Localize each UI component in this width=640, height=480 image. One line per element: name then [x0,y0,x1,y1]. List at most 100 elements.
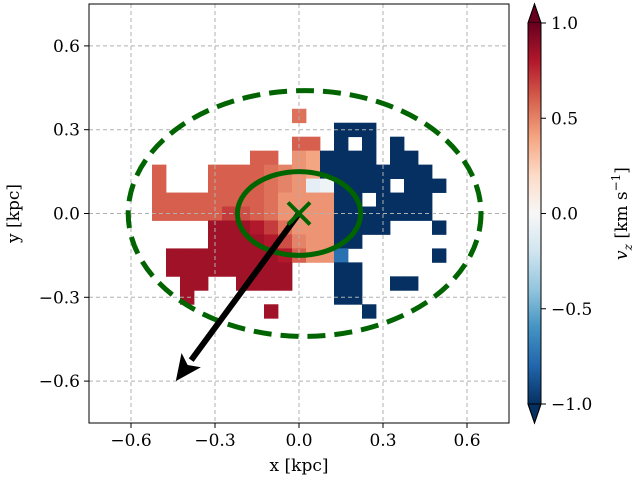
outer-ellipse [125,88,484,339]
heatmap-cell [362,150,377,166]
heatmap-cell [222,192,237,207]
heatmap-cell [208,248,223,263]
heatmap-cell [180,192,195,207]
heatmap-cell [320,192,335,207]
heatmap-cell [264,220,279,235]
heatmap-cell [390,164,405,179]
heatmap-cell [264,150,279,166]
heatmap-cell [278,178,293,193]
direction-arrow-head [175,353,201,382]
heatmap-cell [432,178,447,193]
heatmap-cell [376,192,391,207]
heatmap-cell [418,192,433,207]
heatmap-cell [152,164,167,179]
heatmap-cell [208,164,223,179]
overlays [125,88,484,382]
heatmap-cell [320,220,335,235]
colorbar-ticks: −1.0 −0.5 0.0 0.5 1.0 [541,14,592,415]
heatmap-cell [334,164,349,179]
heatmap-cell [222,220,237,235]
heatmap-cell [320,234,335,249]
inner-ellipse [234,169,364,258]
heatmap-cell [208,178,223,193]
heatmap-cell [222,248,237,263]
y-tick-label: −0.3 [39,288,80,308]
heatmap-cell [292,220,307,235]
heatmap-cell [418,164,433,179]
heatmap-cell [194,276,209,291]
x-tick-label: −0.6 [110,431,151,451]
heatmap-cell [334,150,349,166]
x-tick-label: −0.3 [194,431,235,451]
colorbar-tick-label: 1.0 [551,14,578,34]
heatmap-cell [278,276,293,291]
heatmap-cell [320,178,335,193]
heatmap-cell [376,164,391,179]
center-marker-stroke [286,201,312,226]
heatmap-cell [362,220,377,235]
heatmap-cell [264,304,279,319]
heatmap-cell [432,220,447,235]
heatmap-cell [390,150,405,166]
colorbar-label-close: ] [612,167,632,174]
heatmap-cell [292,234,307,249]
heatmap-cell [390,276,405,291]
x-axis-ticks: −0.6 −0.3 0.0 0.3 0.6 [110,423,481,451]
heatmap-cell [194,262,209,277]
heatmap-cell [348,276,363,291]
colorbar: −1.0 −0.5 0.0 0.5 1.0 vz [km s−1] [527,2,635,425]
colorbar-label-subscript: z [621,243,635,251]
heatmap-cell [250,164,265,179]
heatmap-cell [166,262,181,277]
heatmap-cell [292,192,307,207]
colorbar-gradient [528,23,541,404]
heatmap-cell [292,108,307,124]
heatmap-cell [376,220,391,235]
heatmap-cell [362,164,377,179]
y-axis-ticks: −0.6 −0.3 0.0 0.3 0.6 [39,37,89,392]
heatmap-cell [306,178,321,193]
colorbar-tick-label: −0.5 [551,300,592,320]
heatmap-cell [390,192,405,207]
x-tick-label: 0.3 [369,431,396,451]
heatmap-cell [334,192,349,207]
heatmap-cell [180,262,195,277]
heatmap-cell [152,192,167,207]
heatmap-cell [250,220,265,235]
heatmap-cell [362,178,377,193]
heatmap-cell [222,262,237,277]
colorbar-label-symbol: v [612,250,632,260]
heatmap-cell [180,248,195,263]
heatmap-cell [306,234,321,249]
heatmap-cell [152,178,167,193]
heatmap-cell [236,262,251,277]
x-tick-label: 0.6 [453,431,480,451]
heatmap-cell [208,220,223,235]
heatmap-cell [292,178,307,193]
heatmap-cell [404,150,419,166]
heatmap-cell [334,220,349,235]
heatmap-cell [222,164,237,179]
heatmap-cell [222,234,237,249]
heatmap-cell [236,164,251,179]
heatmap-cell [208,262,223,277]
heatmap-cell [376,178,391,193]
heatmap-cell [236,248,251,263]
heatmap-cell [404,178,419,193]
direction-arrow-shaft [188,211,302,362]
heatmap-cell [404,164,419,179]
heatmap-cell [418,178,433,193]
x-tick-label: 0.0 [285,431,312,451]
heatmap-cell [180,276,195,291]
heatmap-cell [362,304,377,319]
heatmap-cell [264,192,279,207]
heatmap-cell [334,136,349,152]
heatmap-cell [264,262,279,277]
colorbar-label-units: [km s [612,191,632,244]
heatmap-cell [166,248,181,263]
heatmap-cell [278,262,293,277]
heatmap-cell [194,192,209,207]
colorbar-tick-label: 0.5 [551,109,578,129]
heatmap-cell [334,248,349,263]
heatmap-cell [306,150,321,166]
